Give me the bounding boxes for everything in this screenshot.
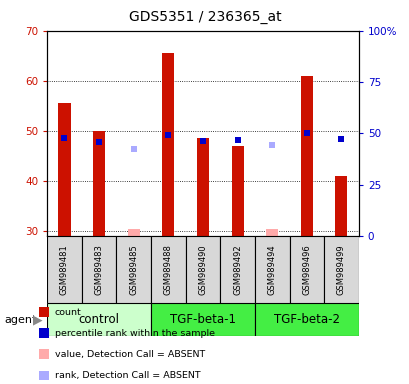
Bar <box>300 76 312 236</box>
Text: TGF-beta-1: TGF-beta-1 <box>170 313 235 326</box>
Text: agent: agent <box>4 314 36 325</box>
Bar <box>127 228 139 236</box>
Bar <box>185 236 220 303</box>
Text: GSM989492: GSM989492 <box>232 245 241 295</box>
Bar <box>162 53 174 236</box>
Bar <box>265 228 278 236</box>
Bar <box>220 236 254 303</box>
Bar <box>254 303 358 336</box>
Text: TGF-beta-2: TGF-beta-2 <box>273 313 339 326</box>
Text: control: control <box>79 313 119 326</box>
Text: GSM989496: GSM989496 <box>301 244 310 295</box>
Text: GSM989481: GSM989481 <box>60 244 69 295</box>
Bar <box>289 236 324 303</box>
Text: GSM989488: GSM989488 <box>164 244 173 295</box>
Text: GSM989483: GSM989483 <box>94 244 103 295</box>
Text: ▶: ▶ <box>33 313 43 326</box>
Text: GSM989485: GSM989485 <box>129 244 138 295</box>
Bar <box>93 131 105 236</box>
Bar <box>324 236 358 303</box>
Bar <box>231 146 243 236</box>
Bar <box>47 303 151 336</box>
Bar <box>335 176 347 236</box>
Bar <box>81 236 116 303</box>
Bar <box>254 236 289 303</box>
Bar <box>47 236 81 303</box>
Text: GSM989494: GSM989494 <box>267 245 276 295</box>
Bar <box>58 103 70 236</box>
Text: count: count <box>54 308 81 317</box>
Text: GDS5351 / 236365_at: GDS5351 / 236365_at <box>128 10 281 23</box>
Text: GSM989499: GSM989499 <box>336 245 345 295</box>
Bar <box>196 139 209 236</box>
Text: percentile rank within the sample: percentile rank within the sample <box>54 329 214 338</box>
Bar <box>151 236 185 303</box>
Text: GSM989490: GSM989490 <box>198 245 207 295</box>
Bar <box>151 303 254 336</box>
Text: value, Detection Call = ABSENT: value, Detection Call = ABSENT <box>54 350 204 359</box>
Text: rank, Detection Call = ABSENT: rank, Detection Call = ABSENT <box>54 371 200 380</box>
Bar <box>116 236 151 303</box>
